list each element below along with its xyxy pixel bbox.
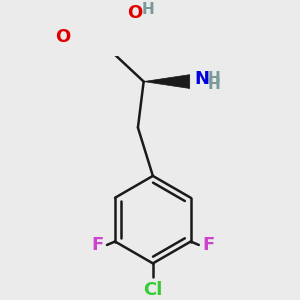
- Polygon shape: [144, 75, 190, 88]
- Text: O: O: [128, 4, 143, 22]
- Text: F: F: [202, 236, 214, 254]
- Text: F: F: [91, 236, 104, 254]
- Text: H: H: [141, 2, 154, 16]
- Text: H: H: [208, 71, 221, 86]
- Text: N: N: [194, 70, 209, 88]
- Text: H: H: [208, 77, 221, 92]
- Text: O: O: [55, 28, 70, 46]
- Text: Cl: Cl: [143, 280, 163, 298]
